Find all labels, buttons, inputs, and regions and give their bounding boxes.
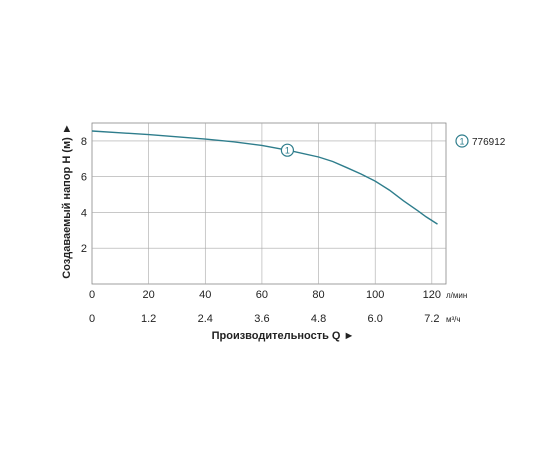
x-axis-title: Производительность Q ►	[212, 330, 355, 342]
y-axis-title: Создаваемый напор H (м) ►	[61, 123, 73, 278]
x-unit-bottom-label: м³/ч	[446, 315, 461, 324]
x-tick-label-bottom: 2.4	[198, 313, 213, 325]
x-tick-label-bottom: 7.2	[424, 313, 439, 325]
x-tick-label-top: 80	[312, 289, 324, 301]
tick-layer: 0 0 20 1.2 40 2.4 60 3.6 80 4.8 100 6.0 120 7.2 2 4 6 8	[81, 136, 441, 325]
x-tick-label-bottom: 4.8	[311, 313, 326, 325]
x-tick-label-bottom: 1.2	[141, 313, 156, 325]
series-line-776912	[91, 130, 438, 225]
x-tick-label-bottom: 6.0	[368, 313, 383, 325]
series-marker-circle	[280, 143, 295, 157]
x-tick-label-bottom: 0	[89, 313, 95, 325]
legend: 1 776912	[455, 134, 506, 148]
legend-series-name: 776912	[472, 137, 506, 148]
y-tick-label: 8	[81, 136, 87, 148]
x-tick-label-top: 100	[366, 289, 384, 301]
legend-marker	[455, 134, 469, 148]
legend-marker-number: 1	[459, 137, 464, 147]
plot-frame	[91, 122, 447, 285]
x-tick-label-top: 20	[143, 289, 155, 301]
grid-layer	[91, 122, 447, 285]
curve-layer: 1	[91, 130, 438, 225]
series-marker-number: 1	[285, 146, 290, 156]
x-tick-label-bottom: 3.6	[254, 313, 269, 325]
x-tick-label-top: 60	[256, 289, 268, 301]
y-tick-label: 2	[81, 243, 87, 255]
x-tick-label-top: 120	[423, 289, 441, 301]
y-tick-label: 6	[81, 172, 87, 184]
x-tick-label-top: 0	[89, 289, 95, 301]
x-tick-label-top: 40	[199, 289, 211, 301]
x-unit-top-label: л/мин	[446, 291, 467, 300]
y-tick-label: 4	[81, 207, 87, 219]
